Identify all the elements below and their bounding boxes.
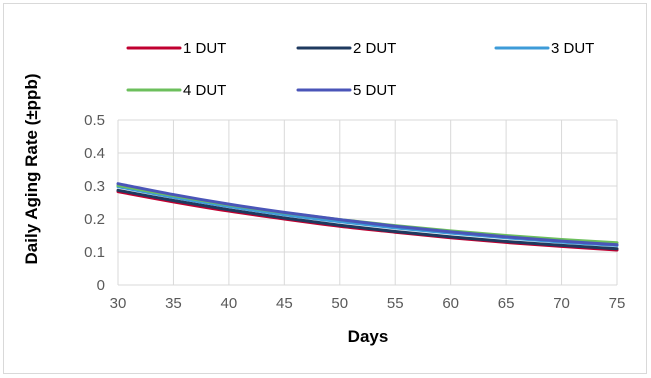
x-tick-label: 55 [387,295,404,312]
tick-labels: 0 0.1 0.2 0.3 0.4 0.5 30 35 40 45 50 55 60 65 70 75 [84,112,625,312]
y-axis-title: Daily Aging Rate (±ppb) [22,74,41,265]
y-tick-label: 0 [97,277,105,294]
y-tick-label: 0.3 [84,178,105,195]
grid [117,119,618,286]
x-tick-label: 45 [276,295,293,312]
series-line-2 [116,188,619,251]
series-lines [116,182,619,252]
legend: 1 DUT 2 DUT 3 DUT 4 DUT 5 DUT [126,40,594,99]
series-line-5 [116,182,619,247]
x-tick-label: 35 [165,295,182,312]
x-axis-title: Days [348,327,389,346]
y-tick-label: 0.1 [84,244,105,261]
legend-label-2: 2 DUT [353,40,396,57]
legend-label-5: 5 DUT [353,82,396,99]
x-tick-label: 60 [442,295,459,312]
y-tick-label: 0.2 [84,211,105,228]
x-tick-label: 70 [553,295,570,312]
series-line-4 [116,183,619,245]
y-tick-label: 0.4 [84,145,105,162]
legend-label-3: 3 DUT [551,40,594,57]
x-tick-label: 65 [498,295,515,312]
chart-frame [3,3,647,374]
x-tick-label: 50 [331,295,348,312]
legend-label-4: 4 DUT [183,82,226,99]
x-tick-label: 30 [110,295,127,312]
y-tick-label: 0.5 [84,112,105,129]
x-tick-label: 75 [609,295,626,312]
x-tick-label: 40 [221,295,238,312]
legend-label-1: 1 DUT [183,40,226,57]
